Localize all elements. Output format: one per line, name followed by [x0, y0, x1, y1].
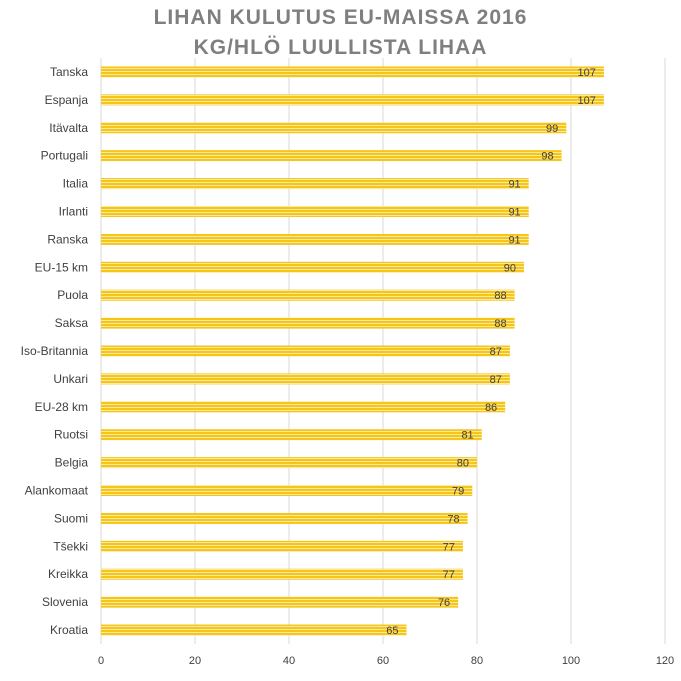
category-label: Itävalta: [49, 121, 88, 135]
category-label: Alankomaat: [25, 484, 89, 498]
category-label: Ranska: [47, 232, 88, 246]
data-label: 76: [438, 597, 450, 609]
data-label: 107: [578, 95, 596, 107]
category-label: Kroatia: [50, 623, 88, 637]
category-label: Suomi: [54, 511, 88, 525]
chart-subtitle: KG/HLÖ LUULLISTA LIHAA: [193, 36, 488, 59]
category-label: EU-28 km: [35, 400, 88, 414]
data-label: 91: [508, 179, 520, 191]
data-label: 91: [508, 234, 520, 246]
bar: [101, 66, 604, 78]
data-label: 78: [447, 513, 459, 525]
data-label: 90: [504, 262, 516, 274]
category-label: Puola: [57, 288, 88, 302]
x-tick-label: 0: [98, 655, 104, 667]
data-label: 99: [546, 123, 558, 135]
data-label: 87: [490, 346, 502, 358]
bar: [101, 568, 463, 580]
bar: [101, 540, 463, 552]
category-label: Belgia: [55, 456, 89, 470]
category-label: Irlanti: [59, 204, 88, 218]
bar: [101, 512, 468, 524]
x-tick-label: 40: [283, 655, 295, 667]
category-label: EU-15 km: [35, 260, 88, 274]
data-label: 107: [578, 67, 596, 79]
bar: [101, 94, 604, 106]
data-label: 80: [457, 458, 469, 470]
data-label: 81: [461, 430, 473, 442]
bar: [101, 150, 562, 162]
x-tick-label: 60: [377, 655, 389, 667]
bar: [101, 345, 510, 357]
x-tick-label: 80: [471, 655, 483, 667]
category-label: Kreikka: [48, 567, 88, 581]
category-label: Tanska: [50, 65, 88, 79]
category-label: Unkari: [53, 372, 88, 386]
data-label: 87: [490, 374, 502, 386]
bar: [101, 122, 567, 134]
bar: [101, 233, 529, 245]
x-tick-label: 20: [189, 655, 201, 667]
category-label: Italia: [63, 177, 89, 191]
bar: [101, 485, 473, 497]
category-label: Iso-Britannia: [21, 344, 89, 358]
data-label: 86: [485, 402, 497, 414]
chart-title: LIHAN KULUTUS EU-MAISSA 2016: [153, 6, 528, 29]
bar: [101, 596, 459, 608]
data-label: 65: [386, 625, 398, 637]
category-label: Tšekki: [53, 539, 88, 553]
bar: [101, 373, 510, 385]
data-label: 77: [443, 569, 455, 581]
data-label: 77: [443, 541, 455, 553]
category-label: Slovenia: [42, 595, 88, 609]
bar: [101, 289, 515, 301]
bar: [101, 317, 515, 329]
category-label: Espanja: [45, 93, 89, 107]
bar: [101, 429, 482, 441]
bar: [101, 205, 529, 217]
bar: [101, 178, 529, 190]
data-label: 91: [508, 206, 520, 218]
x-tick-label: 120: [656, 655, 674, 667]
data-label: 98: [541, 151, 553, 163]
bar: [101, 261, 524, 273]
bar: [101, 401, 506, 413]
category-label: Ruotsi: [54, 428, 88, 442]
data-label: 88: [494, 290, 506, 302]
x-tick-label: 100: [562, 655, 580, 667]
category-label: Portugali: [41, 149, 88, 163]
bar: [101, 624, 407, 636]
bar: [101, 457, 477, 469]
category-label: Saksa: [55, 316, 89, 330]
data-label: 79: [452, 486, 464, 498]
data-label: 88: [494, 318, 506, 330]
